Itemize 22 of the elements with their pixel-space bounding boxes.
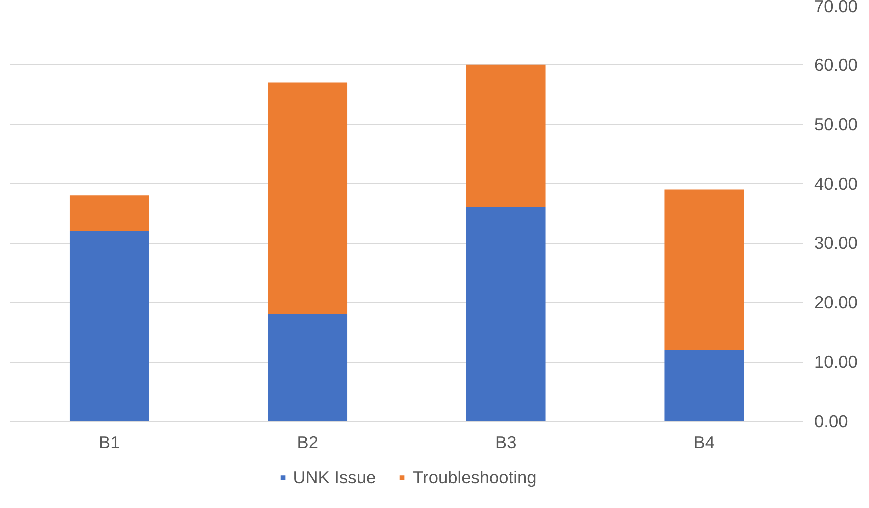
bar — [466, 64, 546, 208]
bar — [70, 231, 150, 422]
x-tick-label: B4 — [694, 432, 716, 452]
bar — [70, 196, 150, 232]
x-tick-label: B2 — [297, 432, 318, 452]
y-tick-label: 10.00 — [814, 352, 858, 372]
bar — [268, 82, 348, 315]
legend-label: UNK Issue — [293, 467, 376, 488]
y-tick-label: 40.00 — [814, 174, 858, 194]
bar — [664, 350, 744, 422]
y-tick-label: 60.00 — [814, 54, 858, 75]
legend-label: Troubleshooting — [413, 467, 537, 488]
x-tick-label: B1 — [99, 432, 120, 452]
x-tick-label: B3 — [496, 432, 517, 452]
y-tick-label: 0.00 — [814, 412, 848, 432]
bar — [664, 190, 744, 350]
bar — [268, 314, 348, 422]
y-tick-label: 30.00 — [814, 233, 858, 254]
bar — [466, 208, 546, 422]
y-tick-label: 20.00 — [814, 292, 858, 313]
y-tick-label: 70.00 — [814, 0, 858, 16]
y-tick-label: 50.00 — [814, 114, 858, 134]
